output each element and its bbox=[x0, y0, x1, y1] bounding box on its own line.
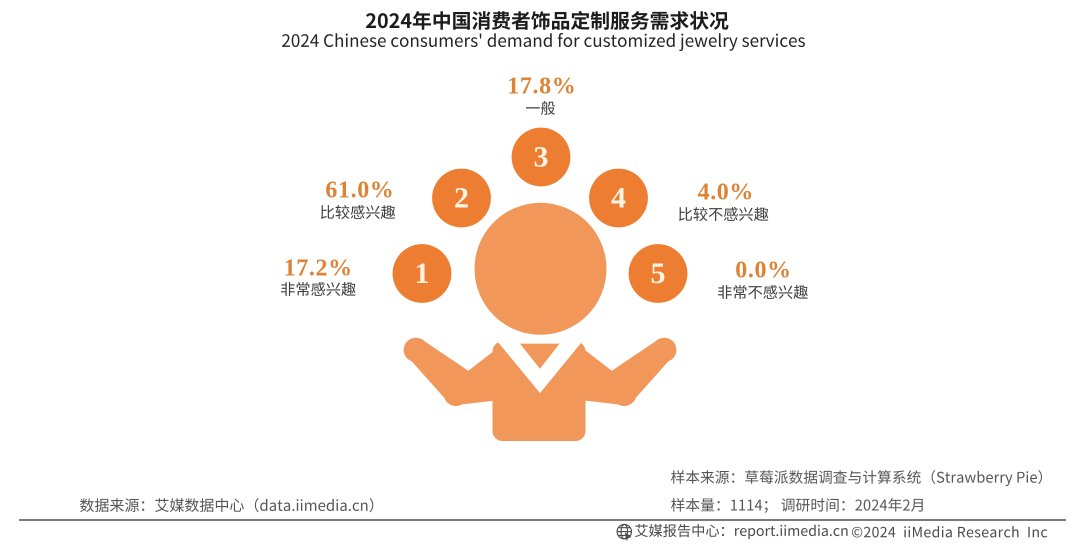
svg-text:2: 2 bbox=[454, 181, 469, 214]
svg-text:5: 5 bbox=[651, 257, 666, 290]
svg-text:3: 3 bbox=[534, 140, 549, 173]
svg-text:1: 1 bbox=[415, 257, 430, 290]
svg-text:4: 4 bbox=[611, 181, 626, 214]
